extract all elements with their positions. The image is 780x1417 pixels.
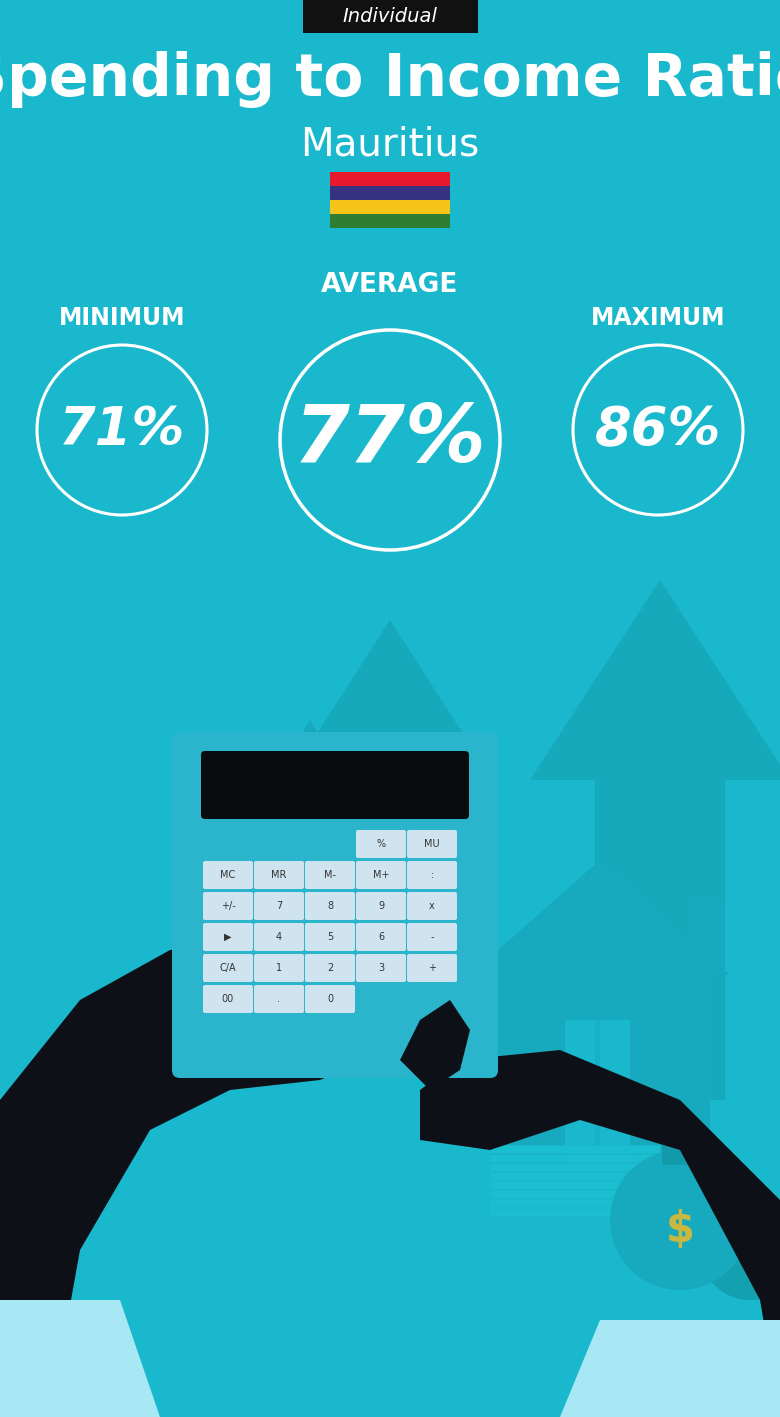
Circle shape — [610, 1151, 750, 1289]
Text: %: % — [377, 839, 385, 849]
FancyBboxPatch shape — [203, 862, 253, 888]
Text: 6: 6 — [378, 932, 384, 942]
FancyBboxPatch shape — [254, 985, 304, 1013]
Bar — [330, 186, 450, 200]
Text: 3: 3 — [378, 964, 384, 973]
Text: +: + — [428, 964, 436, 973]
Text: AVERAGE: AVERAGE — [321, 272, 459, 298]
Text: C/A: C/A — [220, 964, 236, 973]
Bar — [490, 1145, 660, 1153]
Text: M-: M- — [324, 870, 336, 880]
Bar — [490, 1190, 660, 1197]
Polygon shape — [300, 621, 480, 760]
FancyBboxPatch shape — [254, 922, 304, 951]
Polygon shape — [530, 580, 780, 779]
Text: $: $ — [665, 1209, 694, 1251]
FancyBboxPatch shape — [172, 733, 498, 1078]
FancyBboxPatch shape — [254, 862, 304, 888]
Bar — [490, 1209, 660, 1216]
FancyBboxPatch shape — [407, 922, 457, 951]
Text: 00: 00 — [222, 993, 234, 1005]
Text: 71%: 71% — [58, 404, 185, 456]
FancyBboxPatch shape — [305, 922, 355, 951]
Text: 4: 4 — [276, 932, 282, 942]
Polygon shape — [420, 1050, 780, 1417]
Text: MU: MU — [424, 839, 440, 849]
FancyBboxPatch shape — [203, 922, 253, 951]
Text: .: . — [278, 993, 281, 1005]
FancyBboxPatch shape — [356, 922, 406, 951]
FancyBboxPatch shape — [254, 891, 304, 920]
Bar — [490, 1172, 660, 1180]
Text: +/-: +/- — [221, 901, 236, 911]
Bar — [490, 1163, 660, 1170]
Text: M+: M+ — [373, 870, 389, 880]
Bar — [595, 779, 725, 1100]
Text: 5: 5 — [327, 932, 333, 942]
FancyBboxPatch shape — [407, 954, 457, 982]
Text: 86%: 86% — [595, 404, 722, 456]
Text: 0: 0 — [327, 993, 333, 1005]
FancyBboxPatch shape — [254, 954, 304, 982]
Bar — [565, 1020, 595, 1170]
Bar — [662, 1145, 698, 1165]
Circle shape — [700, 1200, 780, 1299]
Bar — [490, 1199, 660, 1207]
Bar — [340, 760, 440, 1040]
Text: ▶: ▶ — [225, 932, 232, 942]
Text: 1: 1 — [276, 964, 282, 973]
FancyBboxPatch shape — [203, 891, 253, 920]
FancyBboxPatch shape — [305, 954, 355, 982]
FancyBboxPatch shape — [203, 985, 253, 1013]
FancyBboxPatch shape — [356, 862, 406, 888]
Text: x: x — [429, 901, 435, 911]
Text: 7: 7 — [276, 901, 282, 911]
Bar — [565, 1020, 630, 1170]
Polygon shape — [200, 720, 420, 900]
FancyBboxPatch shape — [201, 751, 469, 819]
Text: MC: MC — [221, 870, 236, 880]
FancyBboxPatch shape — [407, 891, 457, 920]
Text: -: - — [431, 932, 434, 942]
Text: :: : — [431, 870, 434, 880]
Polygon shape — [470, 860, 730, 975]
FancyBboxPatch shape — [356, 891, 406, 920]
Bar — [490, 1180, 660, 1189]
Text: MR: MR — [271, 870, 287, 880]
Bar — [330, 171, 450, 186]
Text: Spending to Income Ratio: Spending to Income Ratio — [0, 51, 780, 109]
FancyBboxPatch shape — [356, 830, 406, 859]
FancyBboxPatch shape — [303, 0, 477, 33]
Text: Individual: Individual — [342, 7, 438, 26]
Text: MINIMUM: MINIMUM — [58, 306, 186, 330]
Polygon shape — [400, 1000, 470, 1090]
Text: 2: 2 — [327, 964, 333, 973]
Text: MAXIMUM: MAXIMUM — [590, 306, 725, 330]
Text: 9: 9 — [378, 901, 384, 911]
Bar — [690, 900, 725, 975]
FancyBboxPatch shape — [305, 985, 355, 1013]
Polygon shape — [0, 1299, 160, 1417]
FancyBboxPatch shape — [203, 954, 253, 982]
FancyBboxPatch shape — [407, 862, 457, 888]
Bar — [330, 200, 450, 214]
FancyBboxPatch shape — [305, 891, 355, 920]
Bar — [330, 214, 450, 228]
Text: 77%: 77% — [294, 401, 486, 479]
Bar — [600, 1020, 630, 1170]
Text: $: $ — [739, 1244, 760, 1272]
Polygon shape — [560, 1321, 780, 1417]
Text: Mauritius: Mauritius — [300, 126, 480, 164]
Polygon shape — [0, 939, 390, 1417]
Bar — [490, 1153, 660, 1162]
FancyBboxPatch shape — [356, 954, 406, 982]
Bar — [490, 971, 710, 1170]
FancyBboxPatch shape — [407, 830, 457, 859]
FancyBboxPatch shape — [305, 862, 355, 888]
Text: 8: 8 — [327, 901, 333, 911]
